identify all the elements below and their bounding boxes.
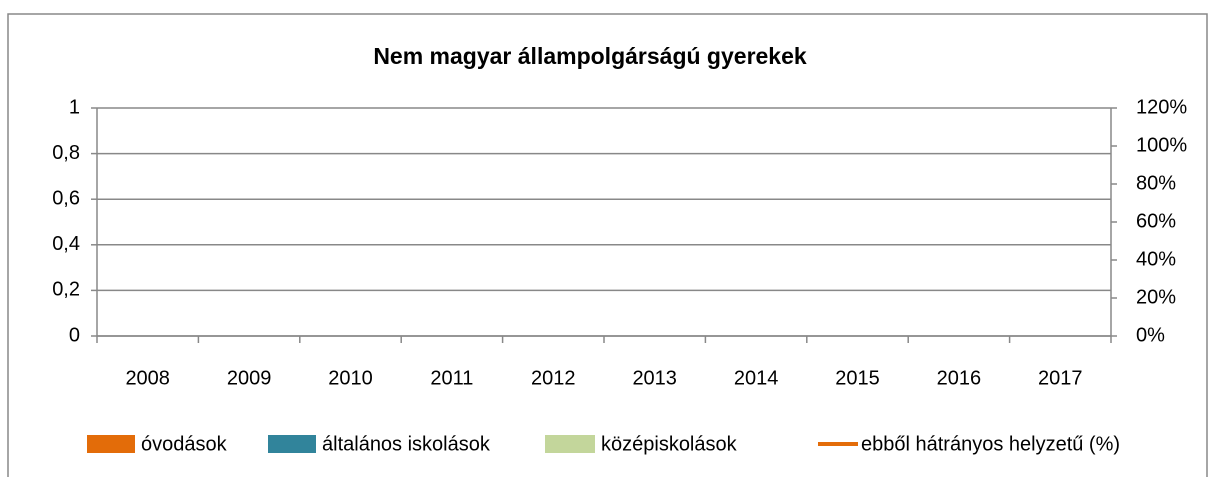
y-tick-label: 0,8	[52, 142, 80, 164]
x-tick-label: 2017	[1038, 367, 1083, 389]
y2-tick-label: 0%	[1136, 324, 1165, 346]
y2-tick-label: 20%	[1136, 286, 1176, 308]
legend-swatch	[87, 435, 135, 453]
legend-label: óvodások	[141, 433, 228, 455]
legend-label: középiskolások	[601, 433, 738, 455]
y-tick-label: 1	[69, 96, 80, 118]
x-tick-label: 2016	[937, 367, 982, 389]
x-tick-label: 2012	[531, 367, 576, 389]
y-tick-label: 0,4	[52, 233, 80, 255]
y2-tick-label: 60%	[1136, 210, 1176, 232]
legend-swatch	[268, 435, 316, 453]
x-tick-label: 2013	[632, 367, 677, 389]
legend-swatch	[545, 435, 595, 453]
y-tick-label: 0	[69, 324, 80, 346]
x-tick-label: 2009	[227, 367, 272, 389]
legend-label: ebből hátrányos helyzetű (%)	[861, 433, 1120, 455]
x-tick-label: 2010	[328, 367, 373, 389]
x-tick-label: 2011	[430, 367, 473, 389]
x-tick-label: 2014	[734, 367, 779, 389]
legend-label: általános iskolások	[322, 433, 491, 455]
y-tick-label: 0,2	[52, 279, 80, 301]
y2-tick-label: 100%	[1136, 134, 1187, 156]
x-tick-label: 2008	[125, 367, 170, 389]
chart-title: Nem magyar állampolgárságú gyerekek	[373, 43, 807, 69]
y2-tick-label: 80%	[1136, 172, 1176, 194]
y2-tick-label: 120%	[1136, 96, 1187, 118]
chart-frame	[7, 13, 1208, 477]
y-tick-label: 0,6	[52, 187, 80, 209]
x-tick-label: 2015	[835, 367, 880, 389]
y2-tick-label: 40%	[1136, 248, 1176, 270]
